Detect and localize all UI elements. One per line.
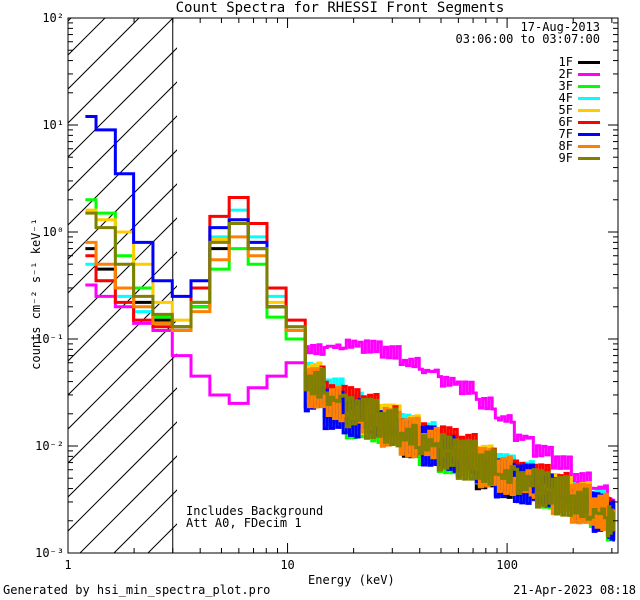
legend-label: 6F [558,115,573,129]
observation-time-range: 03:06:00 to 03:07:00 [455,32,601,46]
legend-label: 5F [558,103,573,117]
legend-label: 9F [558,151,573,165]
x-tick-label: 10 [280,558,294,572]
y-tick-label: 10⁻¹ [35,332,64,346]
hatch-line [68,353,177,464]
hatch-line [0,0,28,553]
series-9F [85,211,616,538]
hatch-line [68,251,177,362]
y-tick-label: 10⁻³ [35,546,64,560]
axes: 1 10 100 10⁻³ 10⁻² 10⁻¹ 10⁰ 10¹ 10² [35,11,618,572]
legend-swatch [578,109,600,112]
plot-frame [67,17,619,554]
legend-label: 4F [558,91,573,105]
hatch-line [68,387,177,498]
hatch-line [68,149,177,260]
hatch-line [68,18,140,90]
x-tick-label: 100 [496,558,518,572]
hatch-line [216,0,640,553]
series-group [85,115,616,542]
x-tick-label: 1 [64,558,71,572]
legend-swatch [578,145,600,148]
legend-swatch [578,73,600,76]
legend-swatch [578,85,600,88]
hatch-line [68,319,177,430]
y-tick-label: 10² [42,11,64,25]
hatch-line [68,183,177,294]
legend-label: 1F [558,55,573,69]
footer-generated-by: Generated by hsi_min_spectra_plot.pro [3,583,271,597]
observation-date: 17-Aug-2013 [520,20,600,34]
hatch-line [68,115,177,226]
legend-swatch [578,61,600,64]
hatch-line [79,455,177,553]
x-axis-label: Energy (keV) [308,573,395,587]
hatch-line [68,421,177,532]
series-2F [85,283,616,507]
y-tick-label: 10¹ [42,118,64,132]
legend-label: 8F [558,139,573,153]
y-tick-label: 10⁻² [35,439,64,453]
hatch-line [68,18,174,124]
chart-title: Count Spectra for RHESSI Front Segments [175,0,505,16]
y-axis-label: counts cm⁻² s⁻¹ keV⁻¹ [29,218,43,370]
legend-label: 2F [558,67,573,81]
hatch-line [68,18,72,22]
footer-timestamp: 21-Apr-2023 08:18 [513,583,636,597]
legend-label: 3F [558,79,573,93]
hatch-line [68,217,177,328]
annotation-background: Includes Background [186,504,324,518]
legend-label: 7F [558,127,573,141]
legend-swatch [578,133,600,136]
legend-swatch [578,157,600,160]
hatch-line [68,18,106,56]
annotation-attenuator: Att A0, FDecim 1 [186,516,302,530]
hatch-line [68,47,177,158]
legend-swatch [578,121,600,124]
legend-swatch [578,97,600,100]
y-tick-label: 10⁰ [42,225,64,239]
